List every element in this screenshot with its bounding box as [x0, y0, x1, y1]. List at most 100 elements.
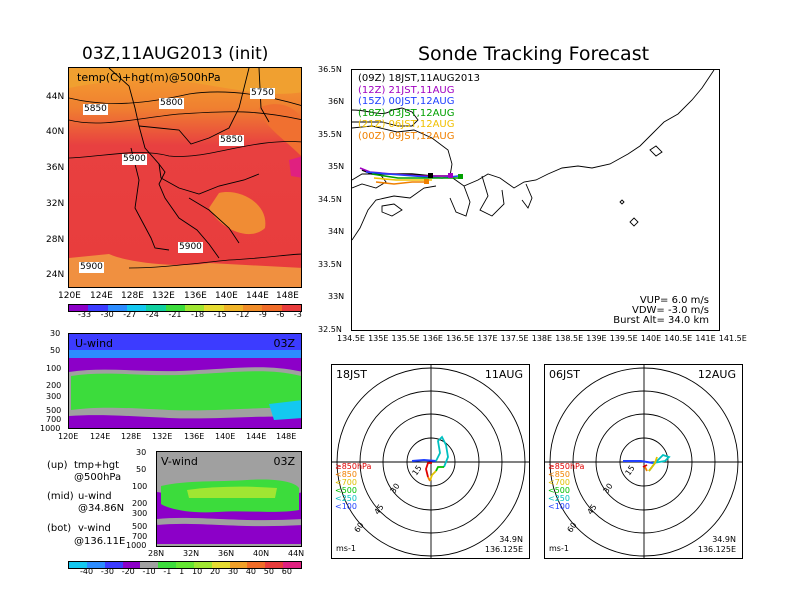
pressure-tick: 50 — [50, 346, 61, 355]
level-entry: <250 — [548, 494, 570, 503]
tracking-lon-ticks: 134.5E 135E 135.5E 136E 136.5E 137E 137.… — [337, 334, 747, 343]
wind-colorbar — [68, 561, 302, 569]
pressure-tick: 1000 — [126, 541, 147, 550]
lat-tick: 33.5N — [318, 260, 342, 269]
level-entry: <500 — [548, 486, 570, 495]
colorbar-label: -18 — [191, 310, 205, 319]
tracking-map: (09Z) 18JST,11AUG2013 (12Z) 21JST,11AUG … — [351, 69, 720, 331]
lat-tick: 24N — [46, 270, 65, 280]
level-entry: <250 — [335, 494, 357, 503]
hodo-level-legend: ≥850hPa <850 <700 <500 <250 <100 — [335, 463, 371, 511]
lon-tick: 140.5E — [664, 334, 693, 343]
note-key: (mid) — [47, 491, 74, 502]
pressure-tick: 100 — [46, 364, 62, 373]
lon-tick: 138.5E — [555, 334, 584, 343]
colorbar-label: 20 — [209, 567, 221, 576]
pressure-tick: 700 — [46, 415, 62, 424]
sonde-params: VUP= 6.0 m/s VDW= -3.0 m/s Burst Alt= 34… — [613, 296, 709, 326]
lon-tick: 137.5E — [500, 334, 529, 343]
map-variable-label: temp(C)+hgt(m)@500hPa — [77, 71, 221, 84]
lat-tick: 32N — [46, 199, 65, 209]
u-wind-band — [69, 334, 301, 350]
colorbar-label: 40 — [245, 567, 257, 576]
colorbar-label: -12 — [236, 310, 250, 319]
note-value: @34.86N — [78, 503, 125, 514]
trajectory-legend: (09Z) 18JST,11AUG2013 (12Z) 21JST,11AUG … — [358, 73, 480, 142]
level-entry: <100 — [548, 502, 570, 511]
lon-tick: 140E — [215, 432, 236, 441]
lat-tick: 44N — [46, 92, 65, 102]
lat-tick: 34.5N — [318, 195, 342, 204]
lon-tick: 134.5E — [337, 334, 365, 343]
lat-tick: 40N — [253, 549, 270, 558]
note-value: u-wind — [78, 491, 112, 502]
lon-tick: 132E — [152, 432, 173, 441]
lon-tick: 138E — [531, 334, 553, 343]
colorbar-label: 30 — [227, 567, 239, 576]
v-wind-panel: V-wind 03Z — [156, 451, 302, 547]
note-value: @136.11E — [74, 536, 126, 547]
pressure-tick: 700 — [132, 532, 148, 541]
colorbar-label: 1 — [179, 567, 185, 576]
lat-tick: 34N — [328, 227, 345, 236]
temp-height-map: temp(C)+hgt(m)@500hPa 5850 5800 5750 585… — [68, 67, 302, 288]
colorbar-label: 50 — [263, 567, 274, 576]
colorbar-label: -10 — [142, 567, 156, 576]
hodo-lat: 34.9N — [499, 535, 523, 544]
lat-tick: 28N — [46, 235, 65, 245]
u-wind-band — [69, 350, 301, 358]
lon-tick: 148E — [276, 432, 297, 441]
lon-tick: 137E — [477, 334, 498, 343]
lon-tick: 141E — [695, 334, 716, 343]
hodo-time: 06JST — [549, 368, 580, 381]
legend-entry: (18Z) 03JST,12AUG — [358, 107, 455, 119]
note-value: v-wind — [78, 523, 111, 534]
colorbar-label: 10 — [191, 567, 203, 576]
pressure-tick: 300 — [46, 392, 62, 401]
colorbar-label: 60 — [281, 567, 292, 576]
contour-label: 5900 — [79, 262, 104, 273]
colorbar-label: -9 — [258, 310, 267, 319]
temp-map-svg — [69, 68, 301, 287]
colorbar-label: -3 — [293, 310, 302, 319]
u-wind-label: U-wind — [75, 337, 114, 350]
lat-tick: 32.5N — [318, 325, 342, 334]
contour-label: 5850 — [219, 135, 244, 146]
hodo-date: 11AUG — [484, 368, 523, 381]
note-value: @500hPa — [74, 472, 122, 483]
level-entry: <850 — [335, 470, 357, 479]
lon-tick: 136E — [422, 334, 443, 343]
lon-tick: 136E — [184, 291, 207, 301]
pressure-tick: 30 — [50, 329, 61, 338]
hodo-level-legend: ≥850hPa <850 <700 <500 <250 <100 — [548, 463, 584, 511]
level-entry: ≥850hPa — [335, 462, 372, 471]
pressure-tick: 30 — [136, 448, 147, 457]
lon-tick: 136.5E — [446, 334, 475, 343]
colorbar-label: -27 — [123, 310, 137, 319]
legend-entry: (15Z) 00JST,12AUG — [358, 96, 455, 107]
lat-tick: 36N — [218, 549, 235, 558]
lon-tick: 144E — [246, 291, 269, 301]
hodo-date: 12AUG — [697, 368, 736, 381]
level-entry: <700 — [548, 478, 570, 487]
legend-entry: (00Z) 09JST,12AUG — [358, 130, 455, 142]
pressure-tick: 200 — [132, 499, 148, 508]
pressure-tick: 300 — [132, 509, 148, 518]
hodo-unit: ms-1 — [549, 544, 569, 553]
lon-tick: 135.5E — [391, 334, 420, 343]
v-wind-time: 03Z — [273, 455, 295, 468]
lat-tick: 36N — [328, 97, 345, 106]
lon-tick: 132E — [152, 291, 175, 301]
level-entry: <500 — [335, 486, 357, 495]
lon-tick: 120E — [58, 291, 81, 301]
contour-label: 5900 — [122, 154, 147, 165]
legend-entry: (09Z) 18JST,11AUG2013 — [358, 73, 480, 84]
pressure-tick: 50 — [136, 465, 147, 474]
lat-tick: 32N — [183, 549, 200, 558]
lon-tick: 124E — [90, 432, 111, 441]
lat-tick: 36N — [46, 163, 65, 173]
lon-tick: 120E — [58, 432, 79, 441]
u-wind-time: 03Z — [273, 337, 295, 350]
colorbar-label: -30 — [100, 310, 114, 319]
lat-tick: 35.5N — [318, 130, 342, 139]
